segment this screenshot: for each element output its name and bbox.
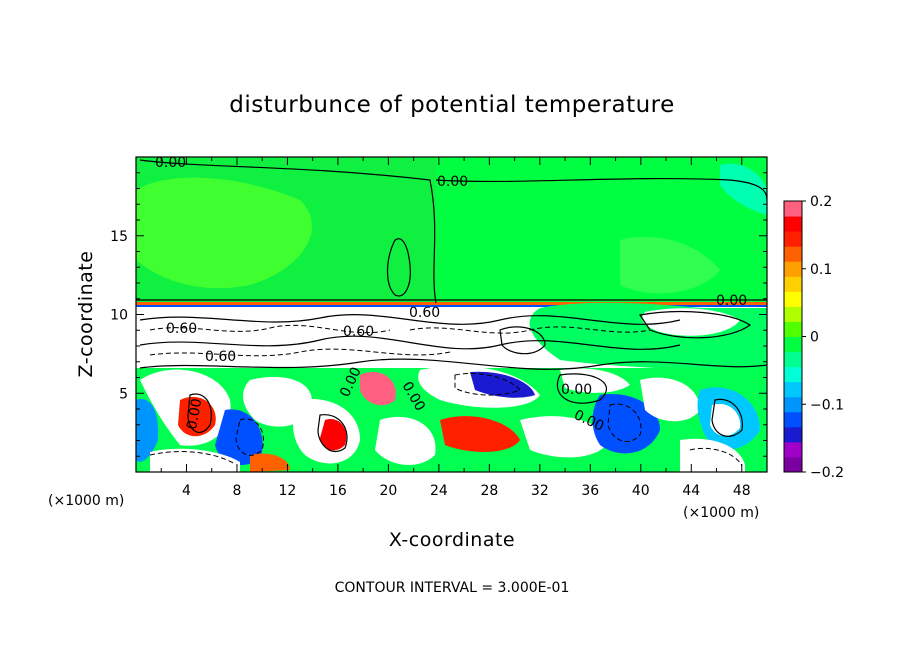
contour-line-negative [149, 324, 391, 334]
colorbar-ticks: 0.2 0.1 0 −0.1 −0.2 [802, 194, 844, 481]
x-unit-label-right: (×1000 m) [683, 505, 759, 521]
contour-label: 0.00 [437, 174, 468, 190]
colorbar-swatch [784, 291, 802, 307]
x-tick-label: 24 [430, 483, 448, 499]
eddy-white [640, 377, 700, 422]
eddy-red [320, 419, 347, 451]
x-tick-label: 32 [531, 483, 549, 499]
x-unit-label-left: (×1000 m) [48, 493, 124, 509]
contour-line [556, 373, 607, 404]
contour-line-negative [409, 326, 651, 334]
contour-line [139, 314, 681, 325]
colorbar-swatch [784, 216, 802, 232]
contour-line [139, 358, 767, 370]
y-tick-label: 15 [110, 229, 128, 245]
colorbar-swatch [784, 321, 802, 337]
interface-top-line [136, 302, 767, 305]
eddy-white [520, 416, 610, 458]
colorbar-swatch [784, 366, 802, 383]
x-tick-label: 4 [182, 483, 191, 499]
contour-line [187, 393, 212, 433]
x-axis: 4 8 12 16 20 24 28 32 36 40 44 48 [160, 157, 751, 499]
eddy-red [250, 453, 290, 472]
eddy-blue [470, 371, 535, 398]
colorbar-swatch [784, 396, 802, 413]
eddy-white [680, 438, 745, 472]
interface-white-lens [642, 308, 740, 336]
colorbar [784, 201, 802, 473]
y-tick-label: 10 [110, 308, 128, 324]
eddy-red [178, 396, 216, 437]
eddy-white [710, 403, 741, 436]
x-tick-label: 8 [232, 483, 241, 499]
contour-line [638, 311, 752, 339]
contour-line [317, 414, 348, 453]
contour-line [435, 177, 767, 201]
x-tick-label: 44 [682, 483, 700, 499]
chart-title: disturbunce of potential temperature [229, 92, 675, 118]
colorbar-swatch [784, 276, 802, 292]
colorbar-swatch [784, 381, 802, 398]
upper-layer-cyan-patch [720, 163, 767, 215]
x-tick-label: 36 [581, 483, 599, 499]
colorbar-swatch [784, 426, 802, 443]
upper-layer-light-patch [136, 177, 312, 289]
contour-line-negative [235, 418, 264, 456]
colorbar-tick-label: −0.2 [810, 465, 844, 481]
contour-interval-note: CONTOUR INTERVAL = 3.000E-01 [335, 580, 570, 596]
contour-label: 0.00 [561, 382, 592, 398]
x-axis-label: X-coordinate [389, 529, 515, 551]
contour-label: 0.60 [343, 324, 374, 340]
contour-line [711, 398, 743, 437]
plot-area [136, 157, 767, 472]
x-tick-label: 48 [733, 483, 751, 499]
colorbar-swatch [784, 336, 802, 353]
x-tick-label: 16 [329, 483, 347, 499]
contour-label: 0.60 [205, 349, 236, 365]
y-tick-label: 5 [119, 386, 128, 402]
colorbar-swatch [784, 456, 802, 473]
colorbar-tick-label: 0 [810, 330, 819, 346]
contour-line-negative [607, 403, 642, 443]
colorbar-swatch [784, 201, 802, 217]
colorbar-swatch [784, 231, 802, 247]
x-tick-label: 40 [632, 483, 650, 499]
colorbar-swatch [784, 246, 802, 262]
contour-line-negative [454, 372, 521, 396]
y-axis: 5 10 15 [110, 172, 767, 457]
colorbar-tick-label: 0.2 [810, 194, 832, 210]
contour-line [499, 326, 546, 355]
contour-line [386, 238, 411, 297]
y-axis-label: Z-coordinate [75, 251, 97, 378]
x-tick-label: 20 [379, 483, 397, 499]
colorbar-swatch [784, 441, 802, 458]
eddy-blue [592, 394, 660, 454]
contour-label: 0.60 [166, 321, 197, 337]
contour-label: 0.00 [155, 155, 186, 171]
eddy-white [150, 448, 240, 472]
eddy-red [440, 416, 520, 452]
contour-line [139, 159, 437, 304]
contour-label: 0.60 [409, 305, 440, 321]
eddy-blue [215, 409, 263, 465]
eddy-magenta [360, 371, 396, 406]
eddy-white [375, 416, 436, 466]
contour-line [139, 335, 681, 350]
interface-top-line [136, 305, 767, 307]
colorbar-tick-label: 0.1 [810, 262, 832, 278]
x-tick-label: 12 [279, 483, 297, 499]
contour-label: 0.00 [716, 293, 747, 309]
colorbar-swatch [784, 351, 802, 368]
x-tick-label: 28 [480, 483, 498, 499]
contour-label: 0.00 [184, 397, 205, 430]
eddy-blue [136, 399, 159, 462]
colorbar-swatch [784, 306, 802, 322]
colorbar-swatch [784, 261, 802, 277]
upper-layer-light-patch [620, 236, 720, 294]
contour-line-negative [149, 451, 236, 465]
colorbar-tick-label: −0.1 [810, 397, 844, 413]
colorbar-swatch [784, 411, 802, 428]
